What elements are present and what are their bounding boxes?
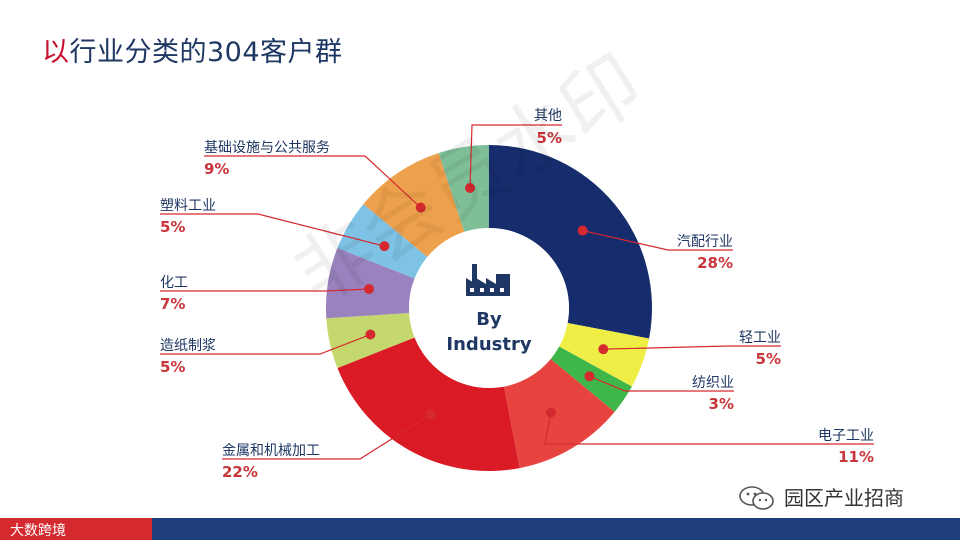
slice-5: [337, 337, 520, 471]
slice-1: [489, 145, 652, 339]
title-text: 行业分类的304客户群: [69, 37, 343, 68]
leader-line-2: [603, 345, 781, 350]
slice-percent-7: 7%: [160, 295, 185, 313]
slice-label-8: 塑料工业: [160, 198, 216, 214]
slice-marker-5: [425, 409, 436, 420]
factory-icon: [466, 264, 510, 296]
slice-percent-9: 9%: [204, 160, 229, 178]
slice-percent-3: 3%: [709, 395, 734, 413]
wechat-account: 园区产业招商: [738, 482, 960, 516]
slice-labels: 汽配行业 28% 轻工业 5% 纺织业 3% 电子工业 11% 金属和机械加工 22% 造纸制浆 5%…: [160, 108, 874, 481]
slice-marker-4: [545, 407, 556, 418]
center-label-line1: By: [476, 309, 502, 330]
slice-marker-6: [365, 329, 376, 340]
leader-line-7: [160, 288, 370, 292]
slice-marker-9: [415, 202, 426, 213]
page-title: 以行业分类的304客户群: [42, 30, 343, 69]
donut-slices: [326, 145, 652, 471]
slice-label-3: 纺织业: [692, 375, 734, 391]
title-accent: 以: [42, 37, 70, 68]
slice-label-6: 造纸制浆: [160, 338, 216, 354]
slice-label-1: 汽配行业: [677, 234, 733, 250]
leader-line-1: [582, 229, 733, 251]
slice-7: [326, 247, 415, 319]
slice-percent-5: 22%: [222, 463, 258, 481]
slice-marker-7: [363, 283, 374, 294]
slice-label-9: 基础设施与公共服务: [204, 139, 330, 156]
leader-line-8: [160, 213, 385, 247]
wechat-account-name: 园区产业招商: [784, 486, 904, 510]
slice-6: [326, 313, 415, 369]
footer-red-bar: [0, 518, 152, 540]
wechat-icon: [739, 486, 774, 510]
slice-8: [337, 204, 428, 279]
slice-percent-10: 5%: [537, 129, 562, 147]
slice-10: [438, 145, 489, 232]
leader-line-10: [469, 124, 562, 189]
leader-line-3: [589, 375, 734, 392]
leader-lines: [160, 124, 874, 460]
slice-2: [559, 322, 650, 387]
slice-label-2: 轻工业: [739, 330, 781, 346]
footer-blue-bar: [152, 518, 960, 540]
leader-line-4: [544, 412, 874, 445]
slice-marker-2: [598, 344, 609, 355]
slice-label-10: 其他: [534, 108, 562, 124]
slice-percent-4: 11%: [838, 448, 874, 466]
slice-4: [503, 358, 615, 469]
slice-percent-2: 5%: [756, 350, 781, 368]
slice-marker-1: [577, 225, 588, 236]
slice-9: [363, 152, 465, 258]
slice-percent-8: 5%: [160, 218, 185, 236]
slice-marker-3: [584, 371, 595, 382]
slice-percent-1: 28%: [697, 254, 733, 272]
leader-line-5: [222, 413, 431, 460]
center-label-line2: Industry: [446, 334, 531, 355]
slice-label-5: 金属和机械加工: [222, 443, 320, 459]
slice-percent-6: 5%: [160, 358, 185, 376]
slice-label-7: 化工: [160, 275, 188, 291]
donut-hole: [409, 228, 569, 388]
leader-line-9: [204, 155, 422, 208]
footer-logo: 大数跨境: [10, 523, 66, 539]
slice-marker-10: [464, 182, 475, 193]
slice-label-4: 电子工业: [818, 428, 874, 444]
leader-line-6: [160, 333, 371, 355]
slice-marker-8: [379, 241, 390, 252]
